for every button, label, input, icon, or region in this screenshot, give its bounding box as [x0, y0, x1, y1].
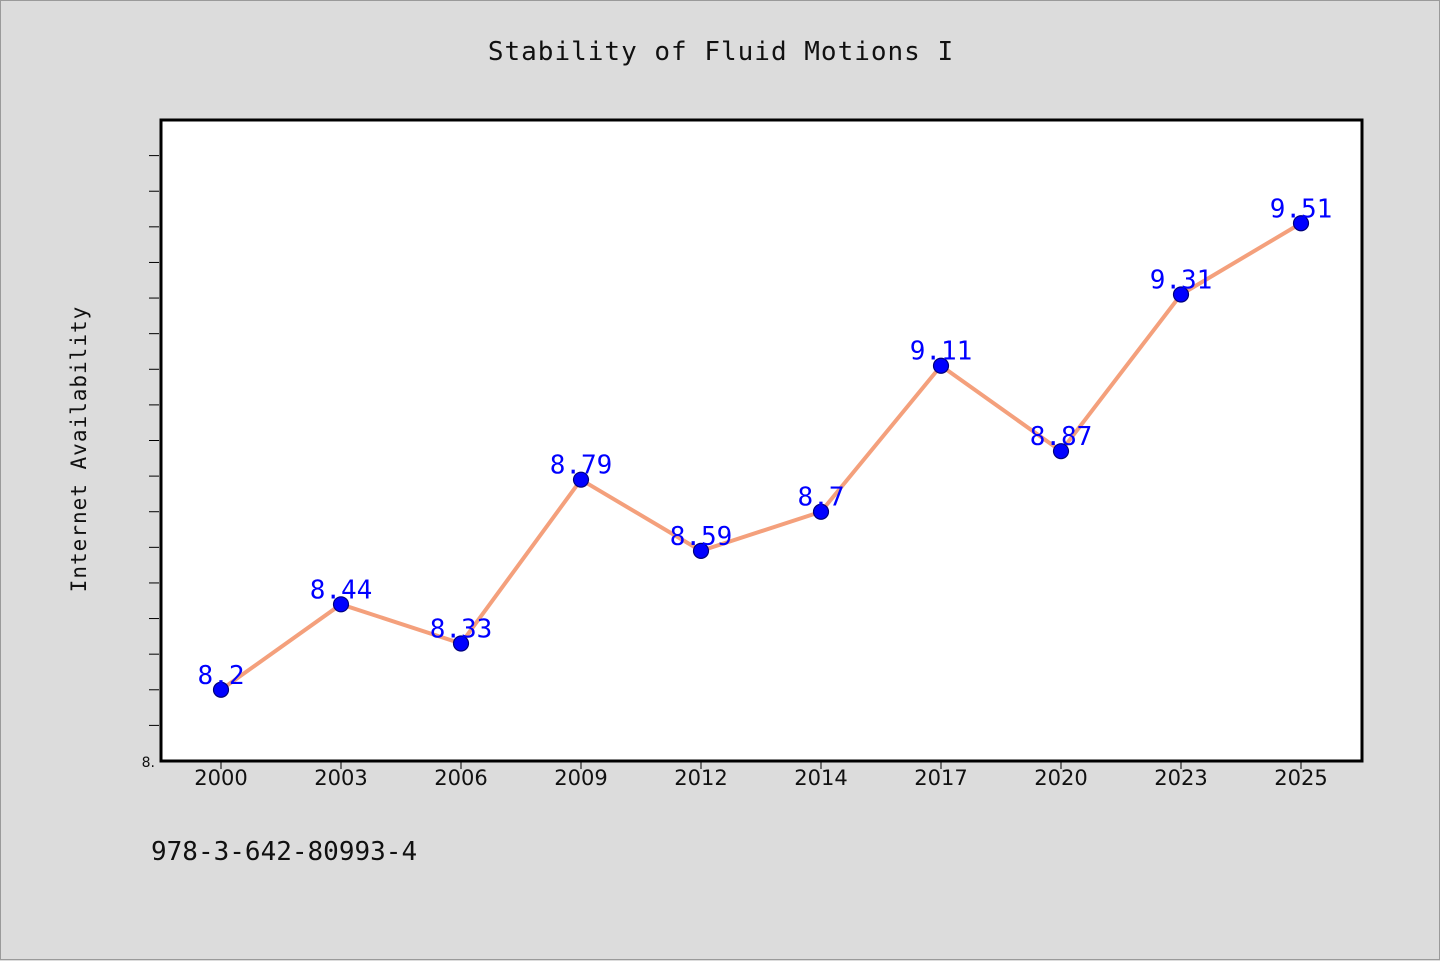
data-label: 8.33 — [430, 614, 493, 644]
data-label: 8.87 — [1030, 422, 1093, 452]
data-markers — [212, 215, 1310, 698]
data-point — [572, 471, 590, 488]
data-label: 8.44 — [310, 575, 373, 605]
x-tick-label: 2012 — [674, 766, 727, 790]
data-point — [1172, 286, 1190, 303]
data-point — [1292, 215, 1310, 232]
data-label: 9.31 — [1150, 265, 1213, 295]
data-point — [212, 681, 230, 698]
x-tick-label: 2006 — [434, 766, 487, 790]
y-axis-ticks: 8. — [142, 155, 159, 771]
data-label: 9.51 — [1270, 194, 1333, 224]
data-label: 8.59 — [670, 522, 733, 552]
series-line-group — [219, 221, 1303, 692]
data-label: 9.11 — [910, 337, 973, 367]
data-point — [692, 542, 710, 559]
x-tick-label: 2014 — [794, 766, 847, 790]
footer-code: 978-3-642-80993-4 — [151, 837, 418, 867]
data-point — [1052, 443, 1070, 460]
data-point — [812, 503, 830, 520]
x-tick-label: 2023 — [1154, 766, 1207, 790]
x-tick-label: 2003 — [314, 766, 367, 790]
data-label: 8.2 — [198, 661, 245, 691]
data-label: 8.79 — [550, 451, 613, 481]
x-tick-label: 2025 — [1274, 766, 1327, 790]
x-tick-label: 2017 — [914, 766, 967, 790]
x-tick-label: 2020 — [1034, 766, 1087, 790]
series-line — [219, 221, 1303, 692]
x-tick-label: 2009 — [554, 766, 607, 790]
plot-area — [159, 118, 1364, 763]
data-point — [932, 357, 950, 374]
data-point — [332, 596, 350, 613]
data-point — [452, 635, 470, 652]
data-labels: 8.2 8.44 8.33 8.79 8.59 8.7 9.11 8.87 9.31 9.51 — [198, 194, 1333, 691]
y-tick-label: 8. — [142, 755, 155, 771]
x-tick-label: 2000 — [194, 766, 247, 790]
chart-title: Stability of Fluid Motions I — [487, 37, 955, 67]
data-label: 8.7 — [798, 483, 845, 513]
x-axis-ticks: 2000 2003 2006 2009 2012 2014 2017 2020 2023 2025 — [194, 762, 1328, 790]
